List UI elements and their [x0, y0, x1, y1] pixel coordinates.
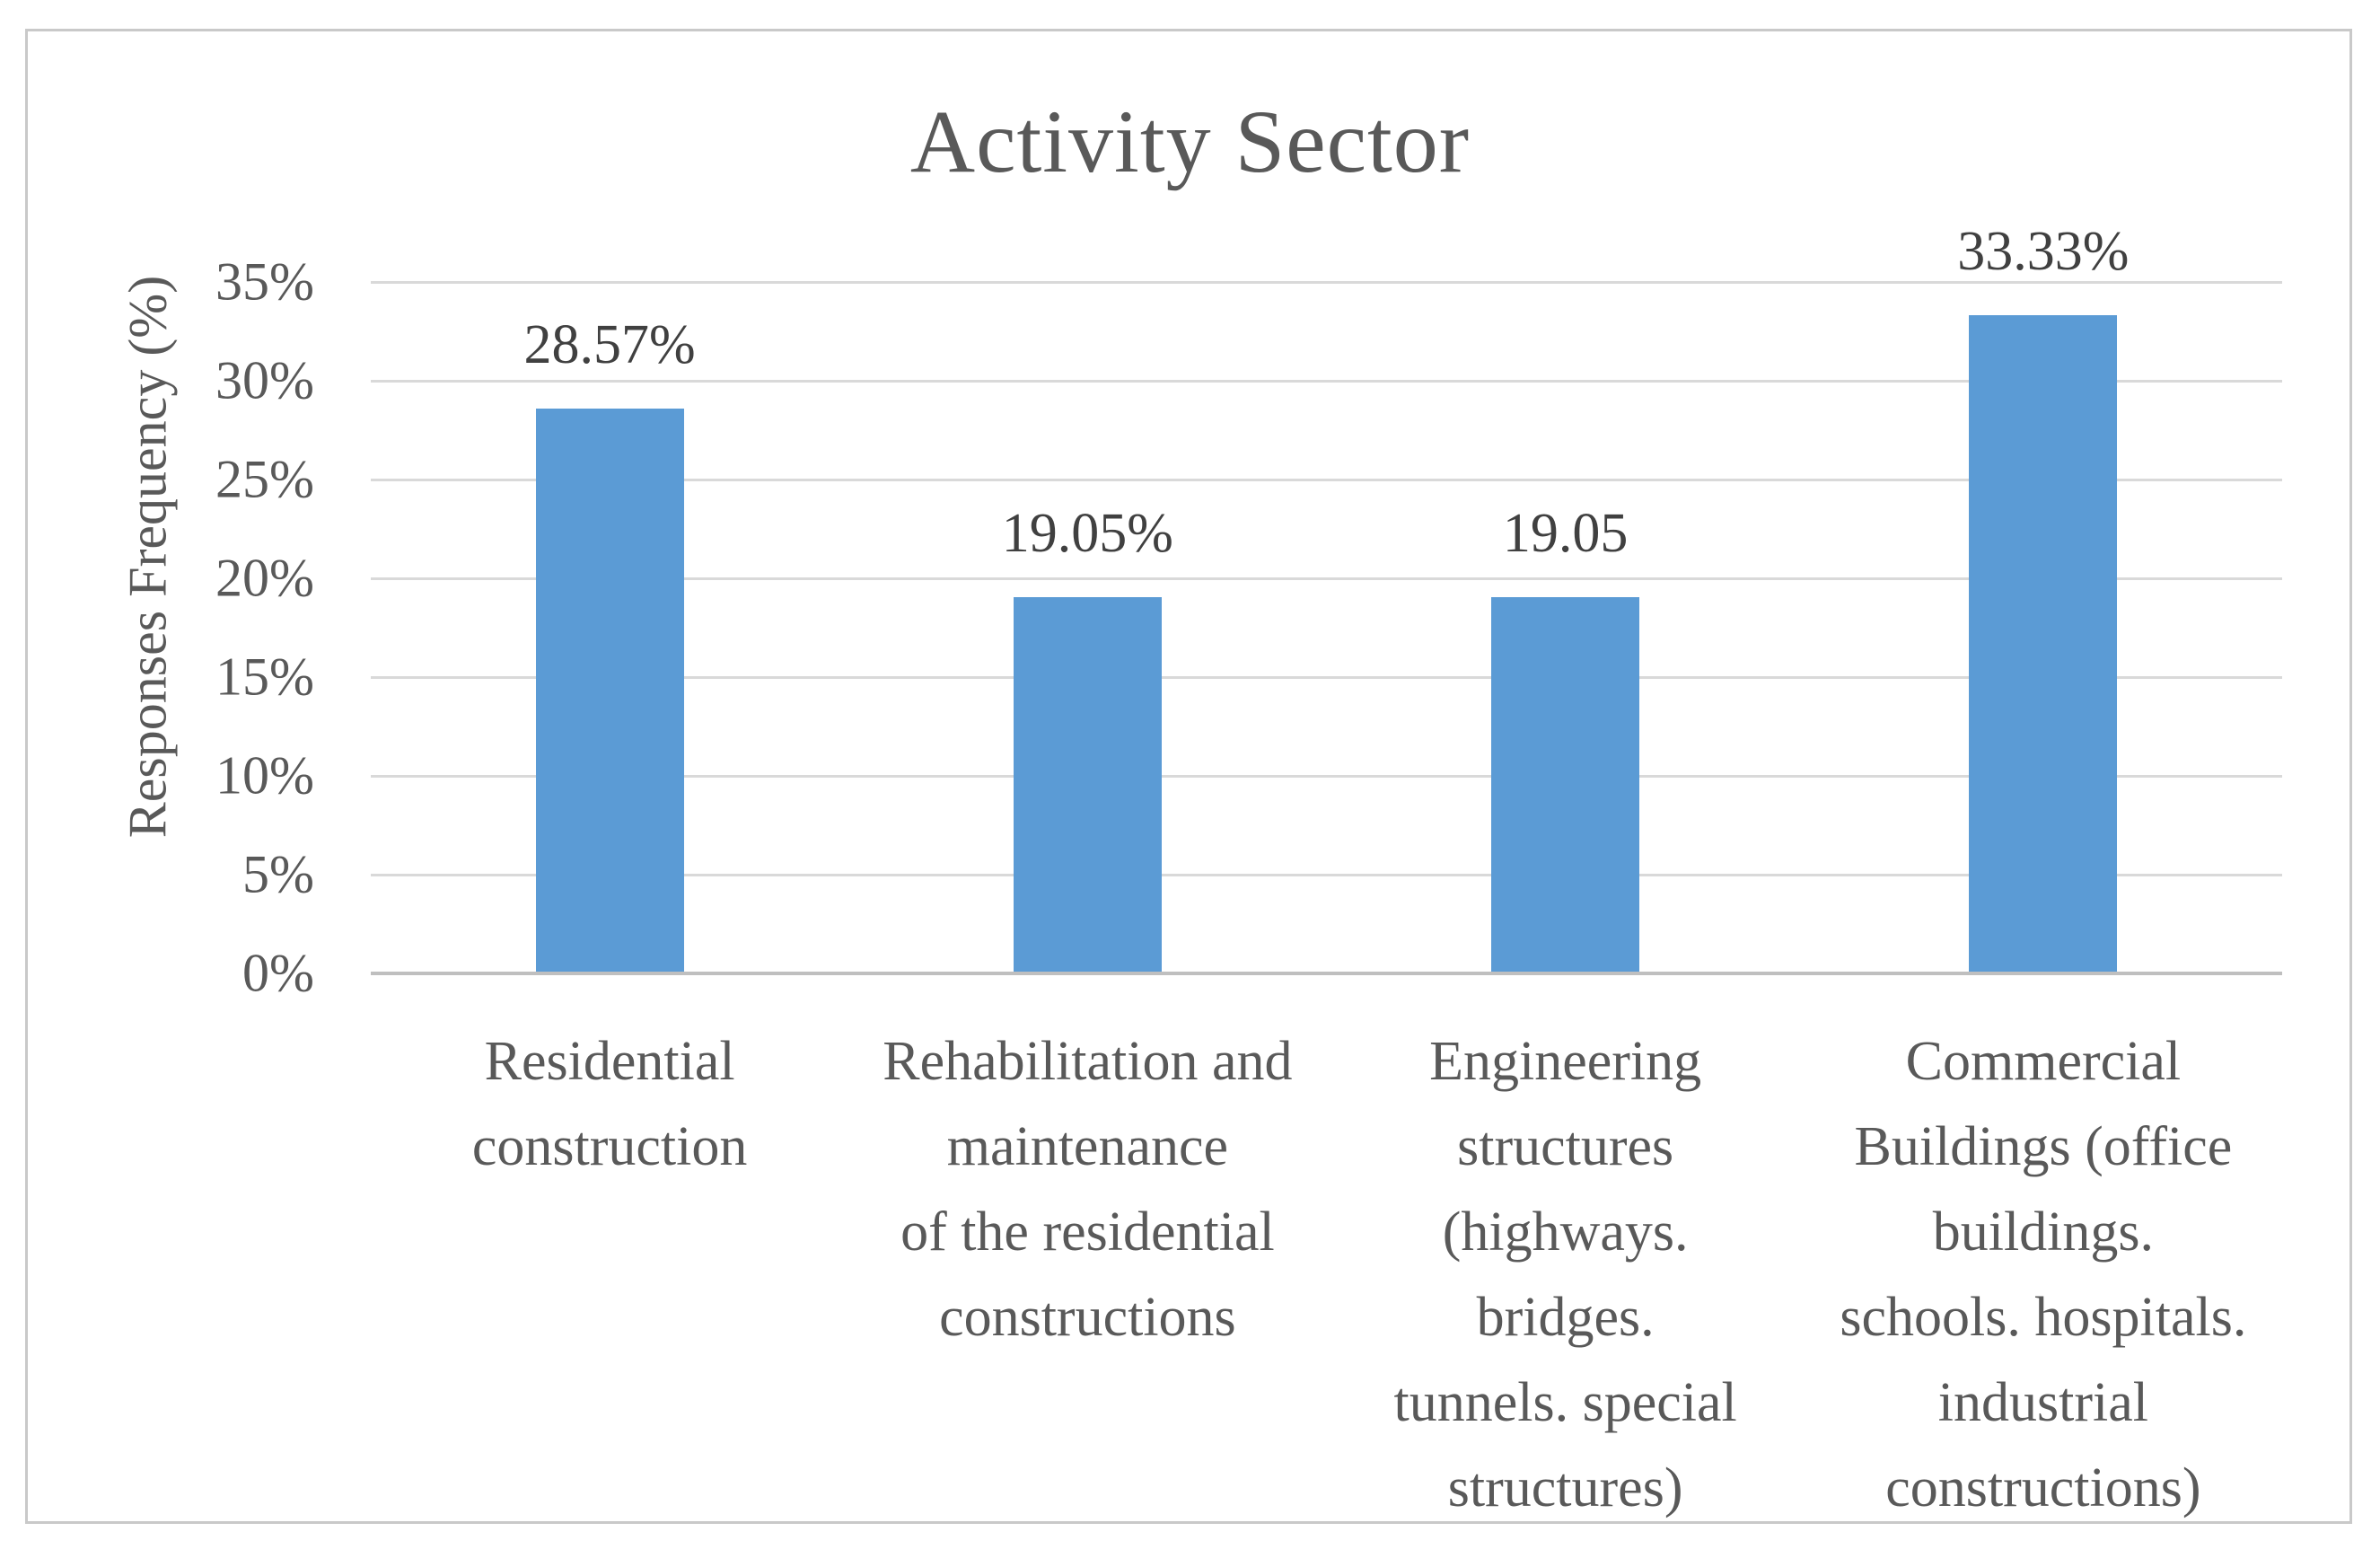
- y-tick-label: 30%: [215, 350, 314, 410]
- x-axis-line: [371, 972, 2282, 975]
- y-tick-label: 0%: [242, 943, 314, 1003]
- gridline: [371, 280, 2282, 284]
- bar-value-label: 28.57%: [523, 314, 696, 376]
- y-tick-label: 25%: [215, 449, 314, 509]
- gridline: [371, 478, 2282, 481]
- y-tick-label: 10%: [215, 745, 314, 805]
- chart-title: Activity Sector: [909, 92, 1471, 191]
- gridline: [371, 873, 2282, 876]
- bar: [535, 409, 684, 973]
- y-tick-label: 5%: [242, 844, 314, 904]
- gridline: [371, 774, 2282, 778]
- category-label: Rehabilitation and maintenance of the re…: [883, 1031, 1293, 1348]
- y-tick-label: 35%: [215, 251, 314, 312]
- bar: [1013, 596, 1162, 973]
- bar-value-label: 19.05: [1502, 502, 1629, 564]
- gridline: [371, 379, 2282, 383]
- category-label: Engineering structures (highways. bridge…: [1393, 1031, 1737, 1518]
- gridline: [371, 675, 2282, 679]
- category-label: Commercial Buildings (office buildings. …: [1840, 1031, 2247, 1518]
- bar-value-label: 33.33%: [1957, 220, 2130, 282]
- bar-value-label: 19.05%: [1001, 502, 1173, 564]
- bar: [1491, 596, 1640, 973]
- plot-area: 28.57% 19.05% 19.05 33.33%: [371, 221, 2282, 975]
- category-label: Residential construction: [471, 1031, 748, 1177]
- y-tick-label: 15%: [215, 647, 314, 707]
- gridline: [371, 577, 2282, 580]
- bar: [1969, 314, 2118, 973]
- y-tick-label: 20%: [215, 548, 314, 608]
